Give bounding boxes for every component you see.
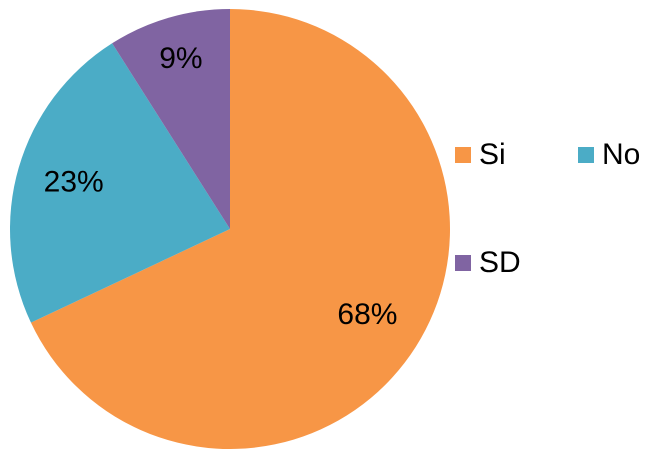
legend-label: Si <box>479 138 506 171</box>
pie-slice <box>9 43 231 323</box>
legend-swatch <box>578 147 594 163</box>
legend-label: SD <box>479 246 521 279</box>
pie-slice <box>112 9 230 229</box>
legend-swatch <box>455 255 471 271</box>
legend-label: No <box>602 138 640 171</box>
data-label: 9% <box>159 42 202 75</box>
data-label: 23% <box>44 166 104 199</box>
legend-swatch <box>455 147 471 163</box>
data-label: 68% <box>337 298 397 331</box>
pie-slice <box>30 9 451 449</box>
